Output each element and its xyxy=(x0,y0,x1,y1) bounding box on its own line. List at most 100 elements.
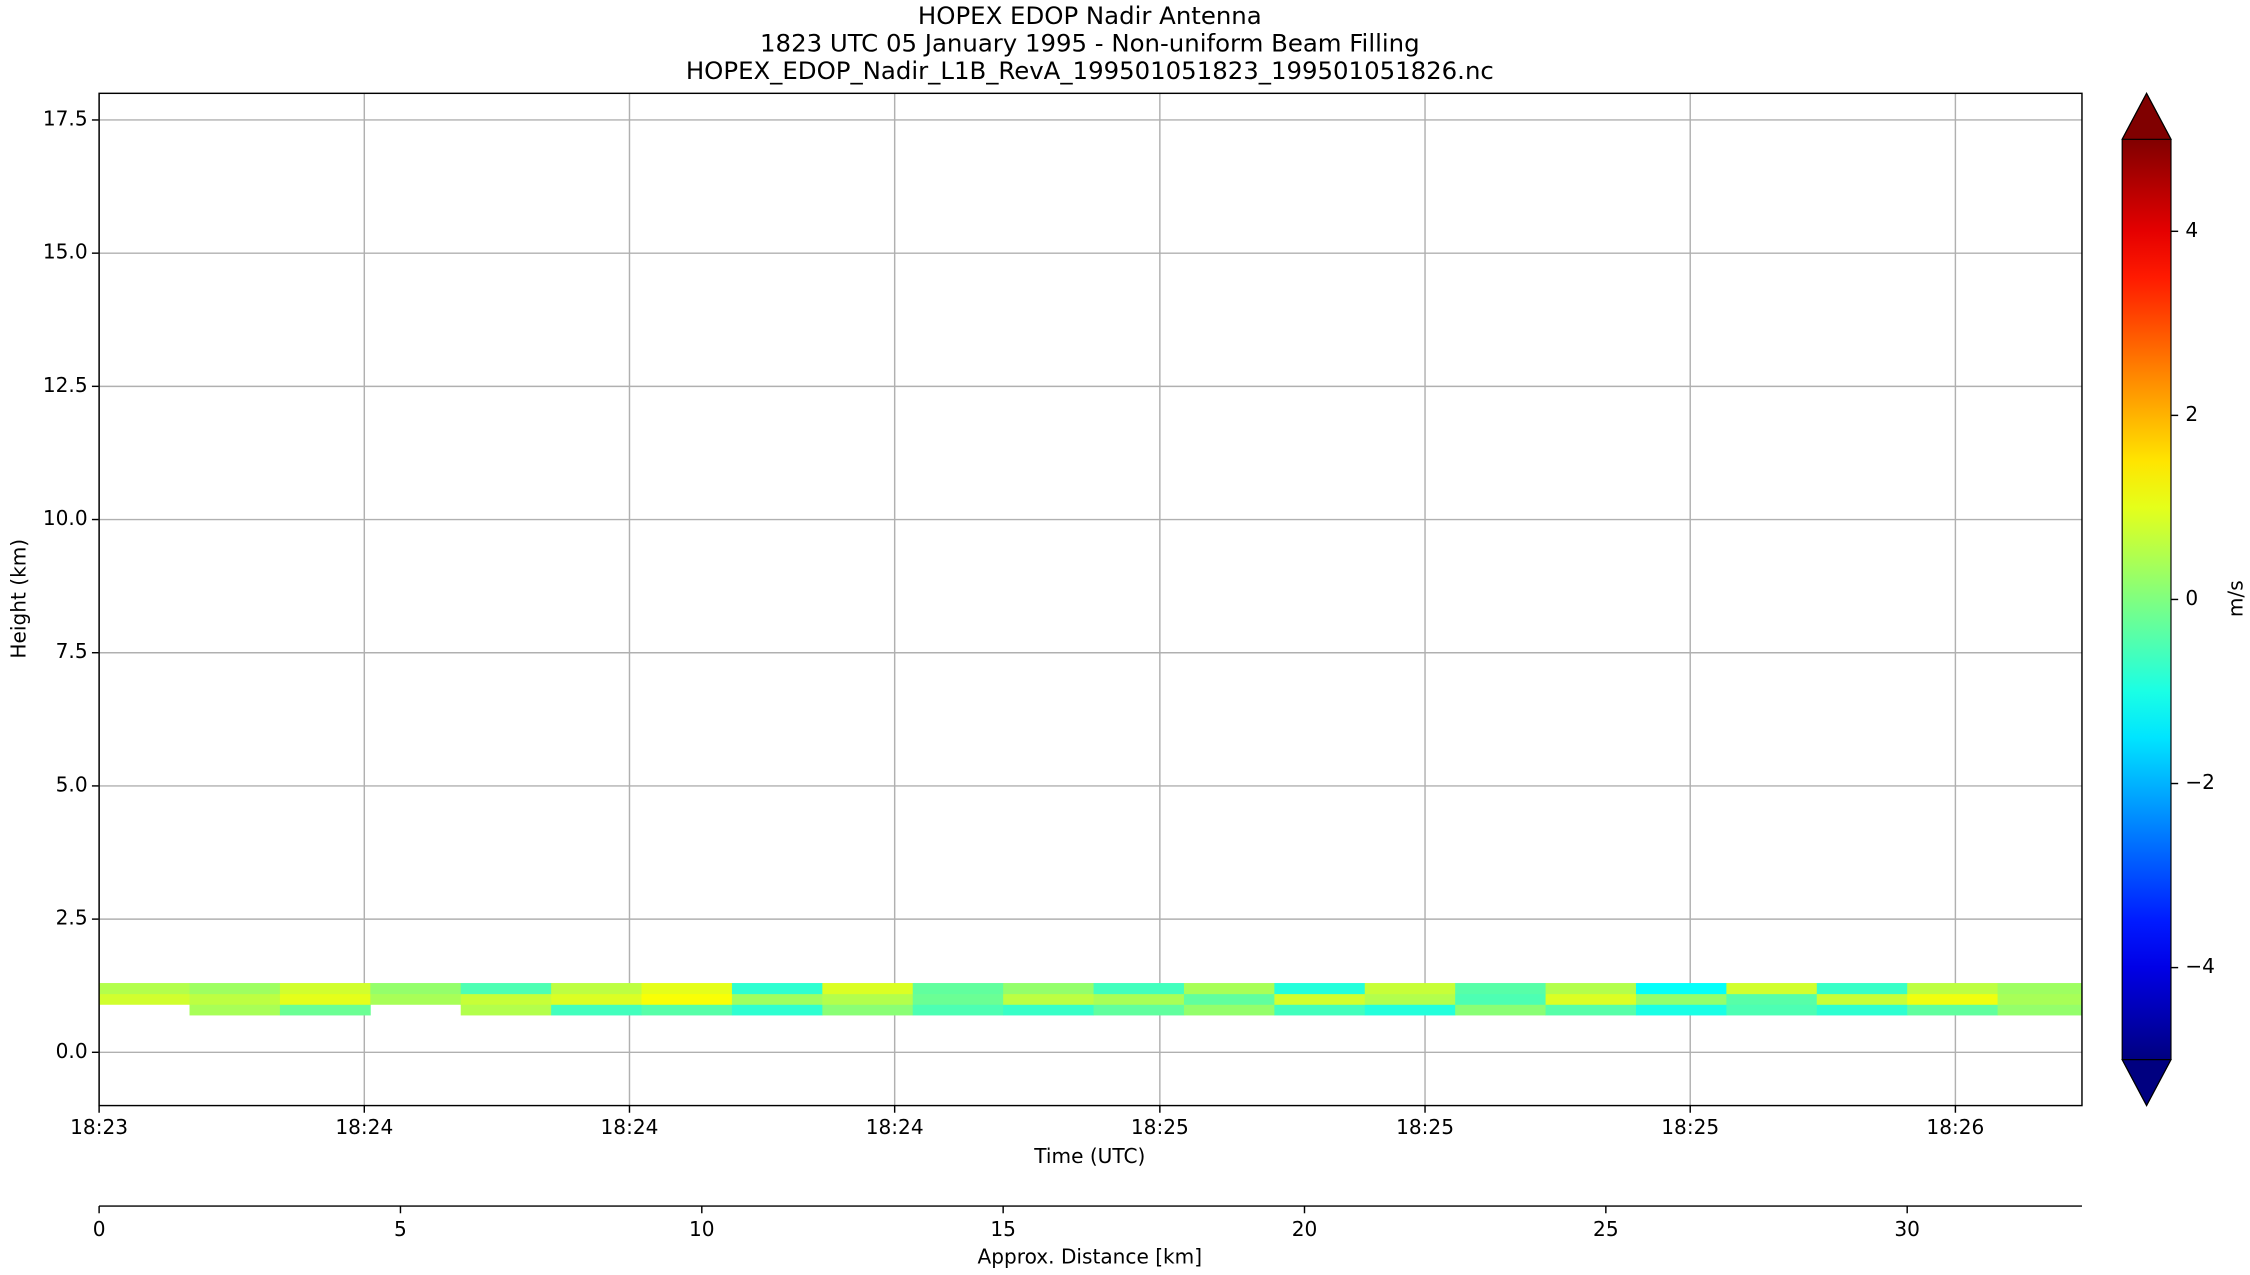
colorbar-frame xyxy=(2121,92,2172,1107)
x2-tick-label: 20 xyxy=(1292,1217,1318,1241)
cell xyxy=(1907,983,1999,995)
cell xyxy=(1997,993,2082,1005)
source-file: HOPEX_EDOP_Nadir_L1B_RevA_199501051823_1… xyxy=(686,56,1494,85)
colorbar-label: m/s xyxy=(2224,580,2248,617)
cell xyxy=(731,993,823,1005)
colorbar-tick-label: −4 xyxy=(2185,954,2215,978)
cell xyxy=(1726,993,1818,1005)
cell xyxy=(912,993,1004,1005)
cell xyxy=(1364,983,1456,995)
cell xyxy=(1093,993,1185,1005)
cell xyxy=(1183,993,1275,1005)
cell xyxy=(370,993,462,1005)
y-tick-label: 10.0 xyxy=(43,506,88,530)
cell xyxy=(641,1004,733,1016)
x2-tick-label: 0 xyxy=(93,1217,106,1241)
cell xyxy=(460,993,552,1005)
x2-tick-label: 25 xyxy=(1593,1217,1619,1241)
y-tick-label: 5.0 xyxy=(56,772,88,796)
cell xyxy=(1545,1004,1637,1016)
x2-tick-label: 15 xyxy=(990,1217,1016,1241)
cell xyxy=(1455,993,1547,1005)
cell xyxy=(460,983,552,995)
cell xyxy=(1364,993,1456,1005)
x-tick-label: 18:25 xyxy=(1131,1115,1189,1139)
cell xyxy=(551,983,642,995)
cell xyxy=(279,1004,371,1016)
x-tick-label: 18:24 xyxy=(601,1115,659,1139)
cell xyxy=(1364,1004,1456,1016)
x-tick-label: 18:26 xyxy=(1926,1115,1984,1139)
x-axis-label: Time (UTC) xyxy=(1033,1144,1145,1168)
cell xyxy=(641,983,733,995)
cell xyxy=(641,993,733,1005)
cell xyxy=(1635,983,1727,995)
cell xyxy=(189,993,281,1005)
cell xyxy=(1274,1004,1366,1016)
cell xyxy=(189,1004,281,1016)
x-tick-label: 18:24 xyxy=(866,1115,924,1139)
cell xyxy=(551,1004,642,1016)
colorbar-tick-label: −2 xyxy=(2185,770,2215,794)
y-tick-label: 15.0 xyxy=(43,240,88,264)
cell xyxy=(1183,1004,1275,1016)
cell xyxy=(912,1004,1004,1016)
cell xyxy=(460,1004,552,1016)
cell xyxy=(189,983,281,995)
y-tick-label: 17.5 xyxy=(43,106,88,130)
x2-tick-label: 10 xyxy=(689,1217,715,1241)
x-tick-label: 18:24 xyxy=(335,1115,393,1139)
x-tick-label: 18:25 xyxy=(1661,1115,1719,1139)
cell xyxy=(1726,983,1818,995)
cell xyxy=(1997,1004,2082,1016)
x2-axis-label: Approx. Distance [km] xyxy=(978,1244,1203,1268)
colorbar-tick-label: 2 xyxy=(2185,402,2198,426)
cell xyxy=(731,1004,823,1016)
cell xyxy=(279,993,371,1005)
colorbar-extend-low xyxy=(2121,1059,2172,1107)
colorbar-tick-label: 4 xyxy=(2185,218,2198,242)
cell xyxy=(1093,1004,1185,1016)
cell xyxy=(1816,983,1908,995)
cell xyxy=(1093,983,1185,995)
y-tick-label: 7.5 xyxy=(56,639,88,663)
cell xyxy=(99,983,190,995)
cell xyxy=(99,993,190,1005)
cell xyxy=(1183,983,1275,995)
cell xyxy=(1816,993,1908,1005)
cell xyxy=(1274,993,1366,1005)
y-tick-label: 2.5 xyxy=(56,906,88,930)
cell xyxy=(1997,983,2082,995)
cell xyxy=(1635,993,1727,1005)
cell xyxy=(822,993,914,1005)
chart-title: HOPEX EDOP Nadir Antenna xyxy=(918,1,1262,30)
cell xyxy=(731,983,823,995)
cell xyxy=(1545,983,1637,995)
x-tick-label: 18:23 xyxy=(70,1115,128,1139)
chart-subtitle: 1823 UTC 05 January 1995 - Non-uniform B… xyxy=(760,29,1420,58)
cell xyxy=(1816,1004,1908,1016)
cell xyxy=(1274,983,1366,995)
colorbar xyxy=(2122,139,2171,1060)
cell xyxy=(1726,1004,1818,1016)
x-tick-label: 18:25 xyxy=(1396,1115,1454,1139)
cell xyxy=(1635,1004,1727,1016)
plot-frame xyxy=(98,92,2083,1107)
heatmap xyxy=(99,983,2082,1016)
cell xyxy=(1003,1004,1094,1016)
cell xyxy=(1907,993,1999,1005)
cell xyxy=(822,1004,914,1016)
cell xyxy=(551,993,642,1005)
cell xyxy=(1907,1004,1999,1016)
y-tick-label: 12.5 xyxy=(43,373,88,397)
x2-tick-label: 30 xyxy=(1894,1217,1920,1241)
y-tick-label: 0.0 xyxy=(56,1039,88,1063)
cell xyxy=(1545,993,1637,1005)
cell xyxy=(370,983,462,995)
cell xyxy=(1455,983,1547,995)
colorbar-tick-label: 0 xyxy=(2185,586,2198,610)
x2-tick-label: 5 xyxy=(394,1217,407,1241)
y-axis-label: Height (km) xyxy=(7,539,31,659)
cell xyxy=(1003,993,1094,1005)
